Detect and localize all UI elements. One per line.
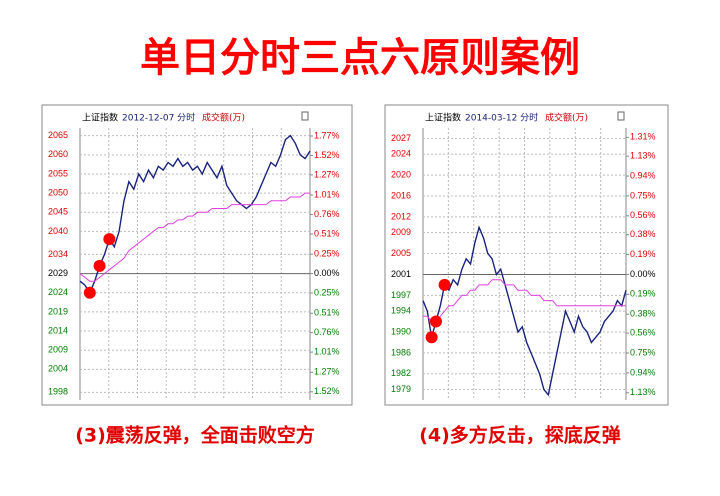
y2-tick-label: 1.01% [314, 189, 340, 199]
y-tick-label: 2020 [391, 169, 411, 179]
y2-tick-label: 1.27% [314, 169, 340, 179]
volume-label: 成交额(万) [545, 112, 588, 124]
y2-tick-label: 0.75% [630, 347, 656, 357]
y-tick-label: 2060 [48, 149, 68, 159]
y-tick-label: 2004 [48, 364, 68, 374]
y-tick-label: 1990 [391, 326, 411, 336]
slide-title: 单日分时三点六原则案例 [140, 35, 580, 81]
y2-tick-label: 0.00% [314, 268, 340, 278]
y2-tick-label: 0.25% [314, 249, 340, 259]
y2-tick-label: 0.76% [314, 327, 340, 337]
y2-tick-label: 0.94% [630, 367, 656, 377]
y2-tick-label: 0.75% [630, 190, 656, 200]
signal-dot [425, 331, 438, 344]
y-tick-label: 2055 [48, 168, 68, 178]
y-tick-label: 2001 [391, 269, 411, 279]
y-tick-label: 1994 [391, 305, 411, 315]
y2-tick-label: 0.00% [630, 269, 656, 279]
y-tick-label: 2009 [48, 345, 68, 355]
chart-panel: 上证指数 2014-03-12 分时 成交额(万) 2027 2024 2020 2016 2… [384, 104, 669, 447]
y2-tick-label: 0.51% [314, 308, 340, 318]
y-tick-label: 2040 [48, 226, 68, 236]
y2-tick-label: 0.76% [314, 209, 340, 219]
y2-tick-label: 0.94% [630, 170, 656, 180]
price-line [423, 279, 626, 322]
y2-tick-label: 1.01% [314, 346, 340, 356]
index-name: 上证指数 [425, 112, 461, 124]
chart-date: 2014-03-12 分时 [465, 112, 538, 124]
index-name: 上证指数 [82, 112, 118, 124]
price-line [79, 192, 310, 282]
y-tick-label: 2050 [48, 188, 68, 198]
y-tick-label: 1997 [391, 290, 411, 300]
y-tick-label: 2034 [48, 249, 68, 259]
y-tick-label: 1982 [391, 368, 411, 378]
y-tick-label: 2016 [391, 190, 411, 200]
y2-tick-label: 1.52% [314, 150, 340, 160]
y-tick-label: 2012 [391, 211, 411, 221]
price-line [422, 225, 627, 397]
y2-tick-label: 0.56% [630, 210, 656, 220]
volume-label: 成交额(万) [202, 112, 245, 124]
y-tick-label: 2027 [391, 133, 411, 143]
chart-frame [384, 104, 669, 406]
signal-dot [103, 233, 116, 246]
y-tick-label: 2065 [48, 130, 68, 140]
y2-tick-label: 1.27% [314, 367, 340, 377]
price-line [79, 134, 311, 295]
signal-dot [83, 286, 96, 299]
corner-icon [301, 111, 309, 121]
signal-dot [438, 278, 451, 291]
chart-frame [41, 104, 353, 406]
y-tick-label: 2024 [48, 287, 68, 297]
y-tick-label: 2045 [48, 207, 68, 217]
y2-tick-label: 1.13% [630, 151, 656, 161]
y-tick-label: 2024 [391, 149, 411, 159]
y-tick-label: 1979 [391, 384, 411, 394]
chart-panel: 上证指数 2012-12-07 分时 成交额(万) 2065 2060 2055 2050 2… [41, 104, 353, 447]
y2-tick-label: 1.77% [314, 130, 340, 140]
corner-icon [617, 111, 625, 121]
y2-tick-label: 0.19% [630, 249, 656, 259]
y2-tick-label: 0.51% [314, 228, 340, 238]
y-tick-label: 1998 [48, 387, 68, 397]
y2-tick-label: 0.25% [314, 287, 340, 297]
chart-date: 2012-12-07 分时 [122, 112, 195, 124]
y2-tick-label: 0.19% [630, 289, 656, 299]
y2-tick-label: 0.38% [630, 309, 656, 319]
y-tick-label: 2009 [391, 227, 411, 237]
y2-tick-label: 0.56% [630, 327, 656, 337]
signal-dot [93, 259, 106, 272]
chart-caption: (3)震荡反弹，全面击败空方 [75, 424, 315, 447]
y2-tick-label: 1.52% [314, 386, 340, 396]
y-tick-label: 2014 [48, 325, 68, 335]
y2-tick-label: 1.31% [630, 132, 656, 142]
y2-tick-label: 0.38% [630, 229, 656, 239]
y-tick-label: 1986 [391, 347, 411, 357]
chart-caption: (4)多方反击，探底反弹 [419, 424, 621, 447]
y-tick-label: 2005 [391, 248, 411, 258]
y-tick-label: 2029 [48, 268, 68, 278]
y-tick-label: 2019 [48, 306, 68, 316]
y2-tick-label: 1.13% [630, 387, 656, 397]
signal-dot [429, 315, 442, 328]
